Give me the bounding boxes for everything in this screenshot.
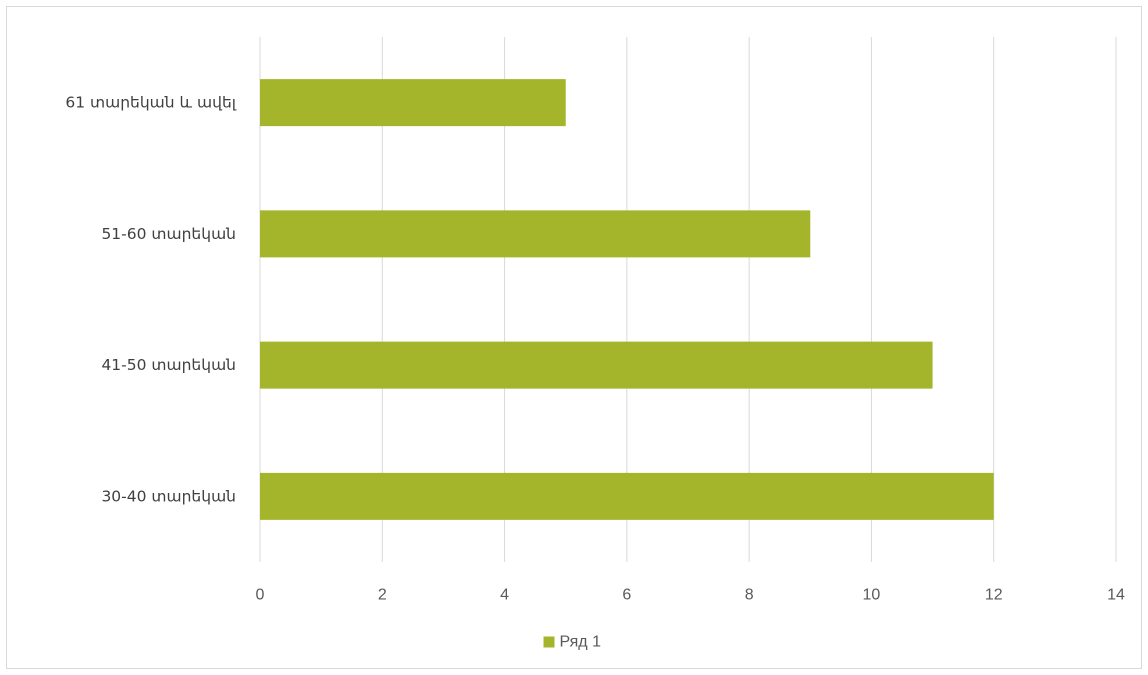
bars <box>260 79 994 520</box>
legend-swatch <box>543 636 555 648</box>
category-label: 61 տարեկան և ավել <box>65 94 236 112</box>
tick-label: 4 <box>500 587 509 604</box>
chart-frame <box>6 6 1142 669</box>
tick-label: 2 <box>378 587 387 604</box>
tick-label: 6 <box>622 587 631 604</box>
value-axis: 0 2 4 6 8 10 12 14 <box>256 587 1125 604</box>
category-label: 41-50 տարեկան <box>101 356 236 374</box>
bar <box>260 341 933 389</box>
bar <box>260 210 811 258</box>
tick-label: 8 <box>745 587 754 604</box>
tick-label: 10 <box>863 587 881 604</box>
legend: Ряд 1 <box>543 634 602 651</box>
bar <box>260 79 566 127</box>
category-label: 30-40 տարեկան <box>101 487 236 505</box>
tick-label: 0 <box>256 587 265 604</box>
tick-label: 14 <box>1107 587 1125 604</box>
category-label: 51-60 տարեկան <box>101 225 236 243</box>
category-axis: 30-40 տարեկան 41-50 տարեկան 51-60 տարեկան 6… <box>65 94 236 506</box>
tick-label: 12 <box>985 587 1003 604</box>
bar <box>260 472 994 520</box>
legend-label: Ряд 1 <box>560 634 602 651</box>
